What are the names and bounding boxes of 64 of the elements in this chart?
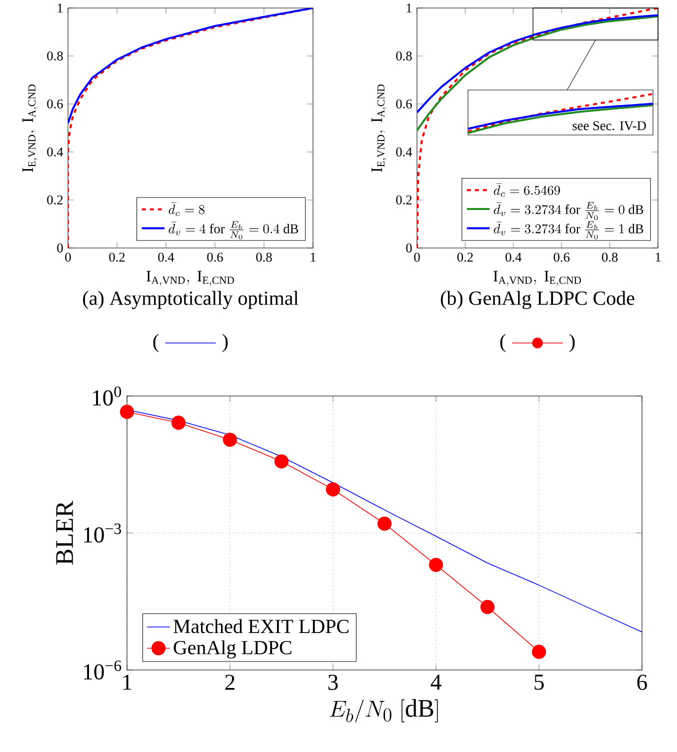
line-series [68,8,313,124]
x-tick-label: 1 [656,252,661,262]
text: ) [222,334,228,352]
x-tick-label: 0.6 [554,252,570,262]
x-tick-label: 0.2 [457,252,473,262]
point [274,454,289,468]
x-axis-title: $\mathrm{I}_{\mathrm{A,VND}},\ \mathrm{I}_{\mathrm{E,CND}}$ [146,270,234,286]
x-tick-label: 0 [65,252,71,262]
y-axis-title: $\mathrm{I}_{\mathrm{E,VND}},\ \mathrm{I}_{\mathrm{A,CND}}$ [22,84,38,172]
y-tick-label: 1 [58,4,62,12]
x-tick-label: 0 [414,252,420,262]
point [222,432,238,447]
x-tick-label: 1 [123,674,132,690]
y-tick-label: 1 [406,4,412,12]
text: ( [153,334,158,352]
legend-label: $\bar{d}_v = 3.2734\ \mathrm{for}\ \frac{E_b}{N_0} = 0\ \mathrm{dB}$ [494,202,644,220]
x-tick-label: 5 [534,674,544,690]
legend-label: GenAlg LDPC [174,640,292,658]
y-tick-label: 0 [57,243,63,252]
point [326,482,340,496]
x-tick-label: 0.4 [506,252,522,262]
x-tick-label: 1 [310,252,316,262]
x-tick-label: 0.8 [256,252,272,262]
legend-label: $\bar{d}_c = 8$ [168,202,204,216]
point [532,644,546,659]
point [480,600,495,614]
x-tick-label: 6 [637,674,647,690]
y-tick-label: 0.4 [396,147,412,157]
y-axis-title: $\mathrm{I}_{\mathrm{E,VND}},\ \mathrm{I}_{\mathrm{A,CND}}$ [372,84,386,172]
x-tick-label: 2 [225,674,234,690]
y-axis-title: BLER [56,500,73,565]
x-axis-title: $E_b/N_0\ [\mathrm{dB}]$ [330,699,438,722]
x-tick-label: 0.6 [207,252,223,262]
y-tick-label: 0.8 [396,51,412,61]
y-tick-label: 0.2 [396,195,412,205]
y-tick-label: 0.6 [396,99,412,109]
legend-label: $\bar{d}_v = 4\ \mathrm{for}\ \frac{E_b}{N_0} = 0.4\ \mathrm{dB}$ [168,221,298,240]
line-series [68,8,313,248]
text: (b) GenAlg LDPC Code [440,290,634,310]
y-tick-label: 0 [406,243,412,252]
text: (a) Asymptotically optimal [83,290,298,310]
x-tick-label: 0.8 [602,252,618,262]
x-tick-label: 4 [430,674,442,690]
legend-label: Matched EXIT LDPC [174,619,348,634]
y-tick-label: 10$^{0}$ [93,386,122,406]
line-series [417,14,658,114]
y-tick-label: 0.8 [47,51,63,61]
y-tick-label: 0.2 [47,195,63,205]
y-tick-label: 0.6 [47,99,63,109]
text: ) [570,334,575,352]
point [377,516,392,531]
y-tick-label: 10$^{−6}$ [84,660,122,680]
x-tick-label: 3 [328,674,338,690]
text: ( [500,334,506,352]
point [171,416,186,430]
legend-label: $\bar{d}_v = 3.2734\ \mathrm{for}\ \frac{E_b}{N_0} = 1\ \mathrm{dB}$ [494,221,644,240]
x-axis-title: $\mathrm{I}_{\mathrm{A,VND}},\ \mathrm{I}_{\mathrm{E,CND}}$ [494,270,581,286]
y-tick-label: 10$^{−3}$ [84,523,122,543]
y-tick-label: 0.4 [47,147,64,157]
point [120,404,134,419]
annotation: see Sec. IV-D [572,121,646,130]
point [428,558,444,572]
x-tick-label: 0.4 [158,252,174,262]
legend-label: $\bar{d}_c = 6.5469$ [494,183,560,197]
